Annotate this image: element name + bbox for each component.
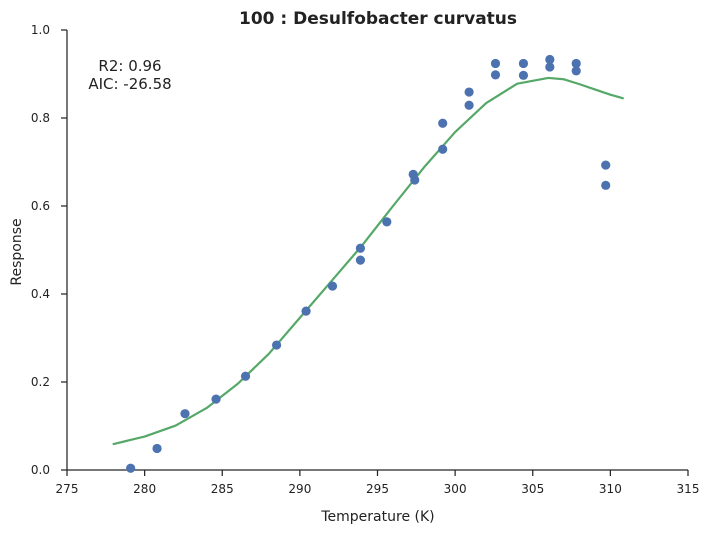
x-tick-label: 295 (366, 482, 389, 496)
data-point (545, 62, 555, 72)
y-axis-label: Response (9, 218, 25, 285)
data-point (490, 70, 501, 80)
data-point (355, 243, 366, 253)
y-tick-label: 0.2 (31, 375, 50, 389)
y-tick-label: 1.0 (31, 23, 50, 37)
data-point (571, 58, 581, 69)
x-tick-label: 300 (444, 482, 467, 496)
data-point (518, 58, 529, 69)
aic-annotation: AIC: -26.58 (88, 75, 171, 93)
data-point (408, 169, 418, 179)
data-point (240, 371, 251, 381)
data-point (301, 306, 311, 316)
r2-annotation: R2: 0.96 (98, 57, 161, 75)
data-point (545, 54, 555, 65)
data-point (464, 100, 474, 110)
x-tick-label: 310 (599, 482, 622, 496)
data-point (327, 281, 338, 291)
data-point (518, 70, 529, 80)
x-axis-label: Temperature (K) (320, 509, 434, 525)
y-tick-label: 0.4 (31, 287, 50, 301)
data-point (180, 409, 190, 419)
data-point (571, 66, 581, 76)
y-tick-label: 0.0 (31, 463, 50, 477)
data-point (464, 87, 474, 97)
data-point (601, 180, 611, 190)
y-tick-label: 0.8 (31, 111, 50, 125)
x-tick-label: 290 (288, 482, 311, 496)
y-tick-label: 0.6 (31, 199, 50, 213)
data-point (438, 144, 448, 154)
data-point (601, 160, 611, 170)
data-point (382, 217, 392, 227)
x-tick-label: 315 (677, 482, 700, 496)
x-tick-label: 280 (133, 482, 156, 496)
data-points-layer (126, 54, 611, 473)
x-tick-label: 285 (211, 482, 234, 496)
data-point (152, 443, 162, 454)
data-point (126, 463, 136, 473)
fit-curve (112, 76, 624, 446)
fit-line-layer (112, 76, 624, 446)
chart-title: 100 : Desulfobacter curvatus (239, 9, 517, 29)
data-point (490, 58, 501, 69)
data-point (438, 118, 448, 128)
data-point (271, 340, 282, 350)
x-tick-label: 305 (521, 482, 544, 496)
data-point (355, 255, 366, 265)
x-axis-ticks: 275 280 285 290 295 300 305 310 315 (56, 470, 700, 496)
data-point (211, 394, 221, 404)
y-axis-ticks: 0.0 0.2 0.4 0.6 0.8 1.0 (31, 23, 67, 477)
x-tick-label: 275 (56, 482, 79, 496)
